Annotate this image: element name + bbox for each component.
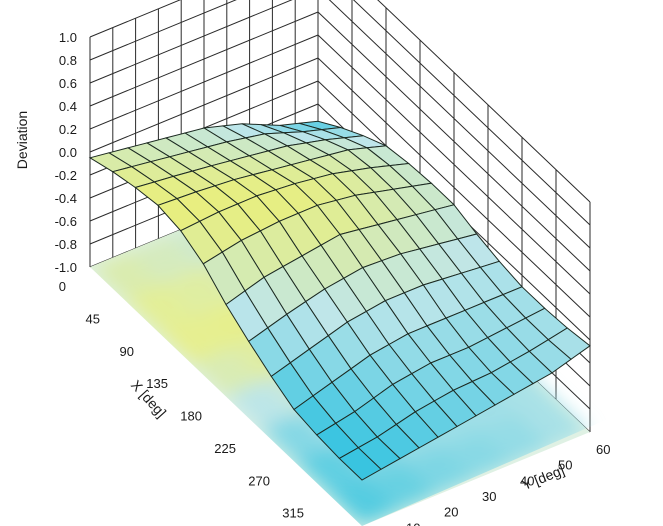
floor-cell: [404, 446, 476, 495]
floor-cell: [366, 462, 438, 511]
floor-cell: [128, 235, 200, 284]
floor-cell: [158, 316, 230, 365]
surface-cell: [338, 447, 382, 481]
y-tick-label: 50: [558, 458, 572, 473]
z-tick-label: 0.2: [59, 122, 77, 137]
floor-cell: [90, 251, 162, 300]
x-tick-label: 270: [248, 473, 270, 488]
floor-cell: [192, 348, 264, 397]
x-tick-label: 45: [86, 311, 100, 326]
x-tick-label: 315: [282, 506, 304, 521]
x-tick-label: 180: [180, 409, 202, 424]
z-tick-label: -0.8: [55, 237, 77, 252]
z-tick-label: 0.4: [59, 99, 77, 114]
tick-labels: 1.0 0.8 0.6 0.4 0.2 0.0 -0.2 -0.4 -0.6 -0.8 -1.0 0 4…: [55, 30, 611, 526]
y-tick-label: 10: [406, 520, 420, 526]
z-tick-label: -1.0: [55, 260, 77, 275]
z-tick-label: 1.0: [59, 30, 77, 45]
left-wall-gridline: [89, 0, 182, 38]
floor-cell: [328, 477, 400, 526]
x-tick-label: 135: [146, 376, 168, 391]
z-tick-label: -0.2: [55, 168, 77, 183]
y-axis-label: Y [deg]: [520, 462, 567, 493]
z-axis-label: Deviation: [14, 111, 30, 169]
floor-cell: [294, 445, 366, 494]
surface-mesh: [88, 120, 591, 481]
floor-cell: [226, 380, 298, 429]
z-tick-label: 0.6: [59, 76, 77, 91]
z-tick-label: 0.0: [59, 145, 77, 160]
floor-cell: [442, 430, 514, 479]
floor-cell: [124, 283, 196, 332]
z-tick-label: 0.8: [59, 53, 77, 68]
y-tick-label: 40: [520, 473, 534, 488]
z-tick-label: -0.6: [55, 214, 77, 229]
x-tick-label: 225: [214, 441, 236, 456]
x-tick-label: 90: [120, 344, 134, 359]
y-tick-label: 20: [444, 505, 458, 520]
floor-cell: [260, 413, 332, 462]
z-tick-label: -0.4: [55, 191, 77, 206]
y-tick-label: 30: [482, 489, 496, 504]
floor-cell: [162, 268, 234, 317]
x-tick-label: 0: [59, 279, 66, 294]
y-tick-label: 60: [596, 442, 610, 457]
